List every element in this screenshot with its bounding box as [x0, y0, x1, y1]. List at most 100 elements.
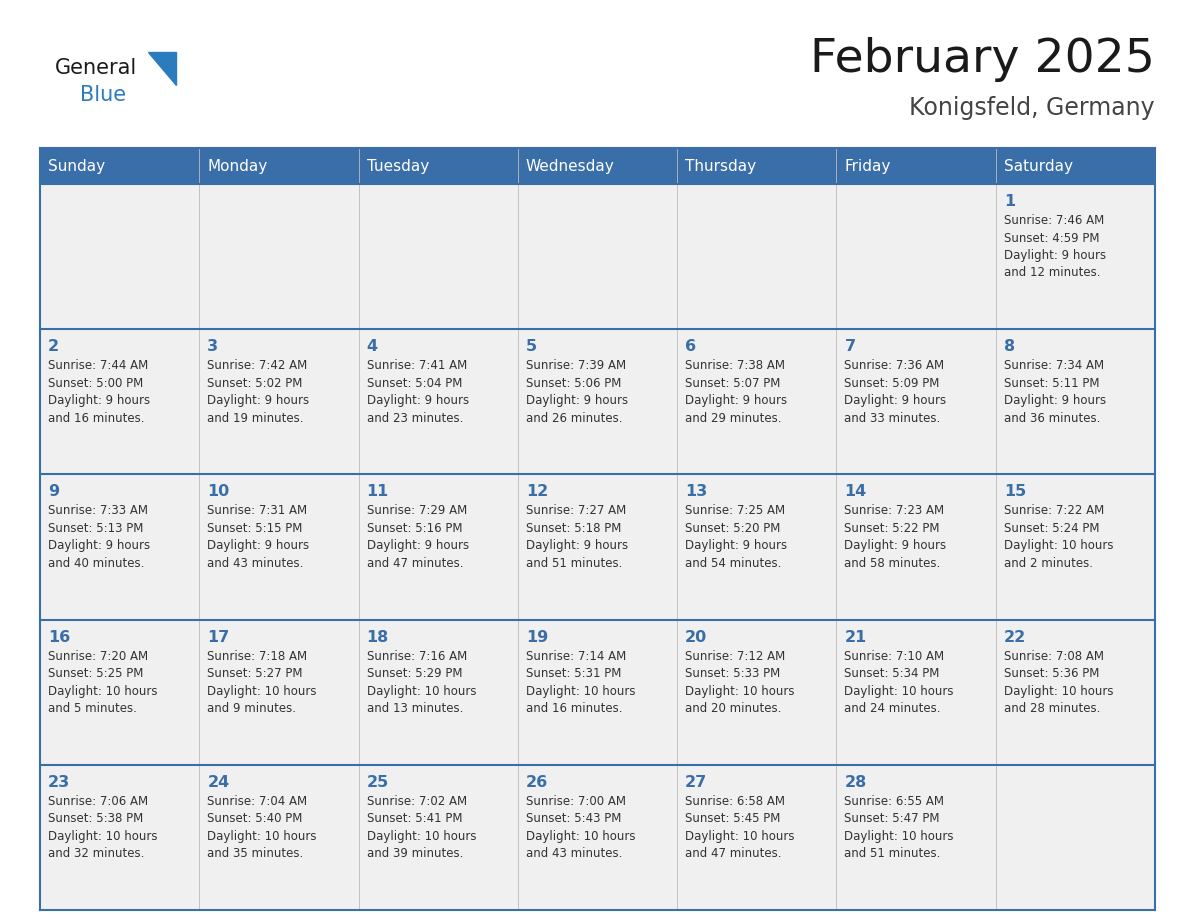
Text: Sunrise: 7:10 AM
Sunset: 5:34 PM
Daylight: 10 hours
and 24 minutes.: Sunrise: 7:10 AM Sunset: 5:34 PM Dayligh… — [845, 650, 954, 715]
Text: 6: 6 — [685, 339, 696, 354]
Text: Thursday: Thursday — [685, 159, 757, 174]
Text: Monday: Monday — [207, 159, 267, 174]
Text: Sunrise: 7:31 AM
Sunset: 5:15 PM
Daylight: 9 hours
and 43 minutes.: Sunrise: 7:31 AM Sunset: 5:15 PM Dayligh… — [207, 504, 309, 570]
Text: Tuesday: Tuesday — [367, 159, 429, 174]
Bar — [359, 330, 518, 475]
Bar — [200, 475, 359, 620]
Text: Sunrise: 7:00 AM
Sunset: 5:43 PM
Daylight: 10 hours
and 43 minutes.: Sunrise: 7:00 AM Sunset: 5:43 PM Dayligh… — [526, 795, 636, 860]
Text: 9: 9 — [48, 485, 59, 499]
Bar — [996, 475, 1155, 620]
Text: 25: 25 — [367, 775, 388, 789]
Text: Sunrise: 6:58 AM
Sunset: 5:45 PM
Daylight: 10 hours
and 47 minutes.: Sunrise: 6:58 AM Sunset: 5:45 PM Dayligh… — [685, 795, 795, 860]
Text: 18: 18 — [367, 630, 388, 644]
Text: 13: 13 — [685, 485, 707, 499]
Text: 11: 11 — [367, 485, 388, 499]
Bar — [518, 184, 677, 330]
Polygon shape — [148, 52, 176, 85]
Text: Sunrise: 7:46 AM
Sunset: 4:59 PM
Daylight: 9 hours
and 12 minutes.: Sunrise: 7:46 AM Sunset: 4:59 PM Dayligh… — [1004, 214, 1106, 279]
Text: Sunrise: 7:41 AM
Sunset: 5:04 PM
Daylight: 9 hours
and 23 minutes.: Sunrise: 7:41 AM Sunset: 5:04 PM Dayligh… — [367, 359, 469, 425]
Bar — [836, 475, 996, 620]
Text: Sunrise: 7:22 AM
Sunset: 5:24 PM
Daylight: 10 hours
and 2 minutes.: Sunrise: 7:22 AM Sunset: 5:24 PM Dayligh… — [1004, 504, 1113, 570]
Text: Sunrise: 7:14 AM
Sunset: 5:31 PM
Daylight: 10 hours
and 16 minutes.: Sunrise: 7:14 AM Sunset: 5:31 PM Dayligh… — [526, 650, 636, 715]
Text: 4: 4 — [367, 339, 378, 354]
Text: Wednesday: Wednesday — [526, 159, 614, 174]
Bar — [996, 184, 1155, 330]
Bar — [836, 330, 996, 475]
Text: Sunrise: 7:38 AM
Sunset: 5:07 PM
Daylight: 9 hours
and 29 minutes.: Sunrise: 7:38 AM Sunset: 5:07 PM Dayligh… — [685, 359, 788, 425]
Text: 21: 21 — [845, 630, 867, 644]
Bar — [200, 765, 359, 910]
Bar — [359, 620, 518, 765]
Text: Sunrise: 7:39 AM
Sunset: 5:06 PM
Daylight: 9 hours
and 26 minutes.: Sunrise: 7:39 AM Sunset: 5:06 PM Dayligh… — [526, 359, 628, 425]
Bar — [200, 330, 359, 475]
Text: 2: 2 — [48, 339, 59, 354]
Bar — [518, 620, 677, 765]
Text: 3: 3 — [207, 339, 219, 354]
Bar — [40, 184, 200, 330]
Text: Sunrise: 7:06 AM
Sunset: 5:38 PM
Daylight: 10 hours
and 32 minutes.: Sunrise: 7:06 AM Sunset: 5:38 PM Dayligh… — [48, 795, 158, 860]
Text: 24: 24 — [207, 775, 229, 789]
Text: 5: 5 — [526, 339, 537, 354]
Text: Sunrise: 7:20 AM
Sunset: 5:25 PM
Daylight: 10 hours
and 5 minutes.: Sunrise: 7:20 AM Sunset: 5:25 PM Dayligh… — [48, 650, 158, 715]
Bar — [677, 330, 836, 475]
Bar — [677, 765, 836, 910]
Bar — [677, 620, 836, 765]
Text: General: General — [55, 58, 138, 78]
Text: 8: 8 — [1004, 339, 1015, 354]
Text: 15: 15 — [1004, 485, 1026, 499]
Bar — [40, 620, 200, 765]
Bar — [359, 475, 518, 620]
Text: 27: 27 — [685, 775, 707, 789]
Text: Sunrise: 7:08 AM
Sunset: 5:36 PM
Daylight: 10 hours
and 28 minutes.: Sunrise: 7:08 AM Sunset: 5:36 PM Dayligh… — [1004, 650, 1113, 715]
Text: Sunrise: 7:18 AM
Sunset: 5:27 PM
Daylight: 10 hours
and 9 minutes.: Sunrise: 7:18 AM Sunset: 5:27 PM Dayligh… — [207, 650, 317, 715]
Text: Sunrise: 7:02 AM
Sunset: 5:41 PM
Daylight: 10 hours
and 39 minutes.: Sunrise: 7:02 AM Sunset: 5:41 PM Dayligh… — [367, 795, 476, 860]
Bar — [836, 620, 996, 765]
Text: Sunrise: 7:29 AM
Sunset: 5:16 PM
Daylight: 9 hours
and 47 minutes.: Sunrise: 7:29 AM Sunset: 5:16 PM Dayligh… — [367, 504, 469, 570]
Text: 17: 17 — [207, 630, 229, 644]
Text: Sunrise: 7:25 AM
Sunset: 5:20 PM
Daylight: 9 hours
and 54 minutes.: Sunrise: 7:25 AM Sunset: 5:20 PM Dayligh… — [685, 504, 788, 570]
Text: 10: 10 — [207, 485, 229, 499]
Bar — [518, 765, 677, 910]
Text: Sunrise: 7:44 AM
Sunset: 5:00 PM
Daylight: 9 hours
and 16 minutes.: Sunrise: 7:44 AM Sunset: 5:00 PM Dayligh… — [48, 359, 150, 425]
Text: 14: 14 — [845, 485, 867, 499]
Text: 22: 22 — [1004, 630, 1026, 644]
Text: Sunrise: 7:36 AM
Sunset: 5:09 PM
Daylight: 9 hours
and 33 minutes.: Sunrise: 7:36 AM Sunset: 5:09 PM Dayligh… — [845, 359, 947, 425]
Text: Sunrise: 7:12 AM
Sunset: 5:33 PM
Daylight: 10 hours
and 20 minutes.: Sunrise: 7:12 AM Sunset: 5:33 PM Dayligh… — [685, 650, 795, 715]
Bar — [200, 184, 359, 330]
Text: 19: 19 — [526, 630, 548, 644]
Bar — [40, 148, 1155, 184]
Text: Sunrise: 7:34 AM
Sunset: 5:11 PM
Daylight: 9 hours
and 36 minutes.: Sunrise: 7:34 AM Sunset: 5:11 PM Dayligh… — [1004, 359, 1106, 425]
Bar — [40, 330, 200, 475]
Text: 7: 7 — [845, 339, 855, 354]
Bar — [518, 330, 677, 475]
Bar — [200, 620, 359, 765]
Text: Sunrise: 7:42 AM
Sunset: 5:02 PM
Daylight: 9 hours
and 19 minutes.: Sunrise: 7:42 AM Sunset: 5:02 PM Dayligh… — [207, 359, 309, 425]
Bar — [518, 475, 677, 620]
Bar — [996, 765, 1155, 910]
Text: 28: 28 — [845, 775, 867, 789]
Text: Blue: Blue — [80, 85, 126, 105]
Text: Saturday: Saturday — [1004, 159, 1073, 174]
Bar — [359, 765, 518, 910]
Text: Sunrise: 7:16 AM
Sunset: 5:29 PM
Daylight: 10 hours
and 13 minutes.: Sunrise: 7:16 AM Sunset: 5:29 PM Dayligh… — [367, 650, 476, 715]
Bar — [677, 184, 836, 330]
Bar — [836, 765, 996, 910]
Text: Sunday: Sunday — [48, 159, 105, 174]
Bar — [996, 330, 1155, 475]
Bar — [836, 184, 996, 330]
Text: 1: 1 — [1004, 194, 1015, 209]
Text: Sunrise: 7:33 AM
Sunset: 5:13 PM
Daylight: 9 hours
and 40 minutes.: Sunrise: 7:33 AM Sunset: 5:13 PM Dayligh… — [48, 504, 150, 570]
Text: 16: 16 — [48, 630, 70, 644]
Text: Konigsfeld, Germany: Konigsfeld, Germany — [909, 96, 1155, 120]
Text: 23: 23 — [48, 775, 70, 789]
Bar — [40, 765, 200, 910]
Text: 12: 12 — [526, 485, 548, 499]
Text: Sunrise: 7:27 AM
Sunset: 5:18 PM
Daylight: 9 hours
and 51 minutes.: Sunrise: 7:27 AM Sunset: 5:18 PM Dayligh… — [526, 504, 628, 570]
Bar — [359, 184, 518, 330]
Text: Friday: Friday — [845, 159, 891, 174]
Text: 26: 26 — [526, 775, 548, 789]
Text: Sunrise: 7:23 AM
Sunset: 5:22 PM
Daylight: 9 hours
and 58 minutes.: Sunrise: 7:23 AM Sunset: 5:22 PM Dayligh… — [845, 504, 947, 570]
Text: Sunrise: 6:55 AM
Sunset: 5:47 PM
Daylight: 10 hours
and 51 minutes.: Sunrise: 6:55 AM Sunset: 5:47 PM Dayligh… — [845, 795, 954, 860]
Text: February 2025: February 2025 — [810, 38, 1155, 83]
Bar — [40, 475, 200, 620]
